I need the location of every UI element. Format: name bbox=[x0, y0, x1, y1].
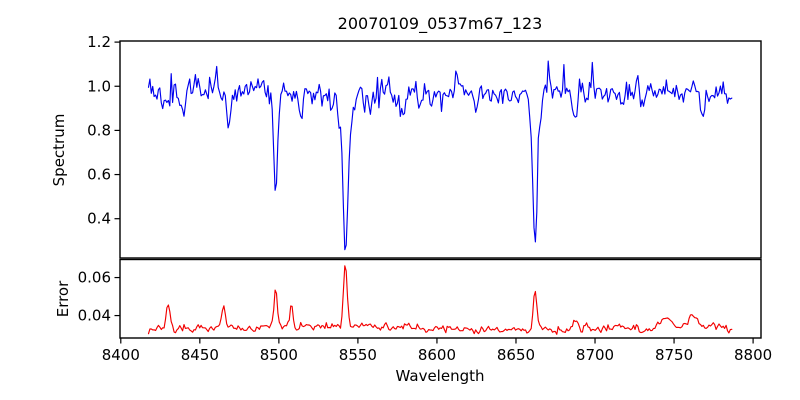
x-tick-label: 8600 bbox=[418, 346, 456, 364]
y-axis-label-error: Error bbox=[54, 280, 72, 317]
x-tick-label: 8750 bbox=[655, 346, 693, 364]
y-axis-label-spectrum: Spectrum bbox=[50, 114, 68, 187]
y-tick-label: 0.6 bbox=[87, 166, 111, 184]
y-tick-label: 0.4 bbox=[87, 210, 111, 228]
error-axes-frame bbox=[119, 258, 762, 339]
x-tick-label: 8400 bbox=[102, 346, 140, 364]
y-tick-label: 0.8 bbox=[87, 121, 111, 139]
y-tick-label: 0.06 bbox=[78, 269, 111, 287]
x-tick-label: 8800 bbox=[734, 346, 772, 364]
spectrum-axes-frame bbox=[119, 40, 762, 259]
x-tick-label: 8500 bbox=[260, 346, 298, 364]
x-tick-label: 8450 bbox=[181, 346, 219, 364]
y-tick-label: 0.04 bbox=[78, 307, 111, 325]
x-tick-label: 8650 bbox=[497, 346, 535, 364]
x-tick-label: 8550 bbox=[339, 346, 377, 364]
spectrum-line bbox=[147, 60, 733, 251]
x-tick-label: 8700 bbox=[576, 346, 614, 364]
x-axis-label: Wavelength bbox=[396, 367, 485, 385]
chart-title: 20070109_0537m67_123 bbox=[338, 14, 543, 34]
y-tick-label: 1.0 bbox=[87, 77, 111, 95]
error-line bbox=[147, 265, 733, 335]
y-tick-label: 1.2 bbox=[87, 33, 111, 51]
